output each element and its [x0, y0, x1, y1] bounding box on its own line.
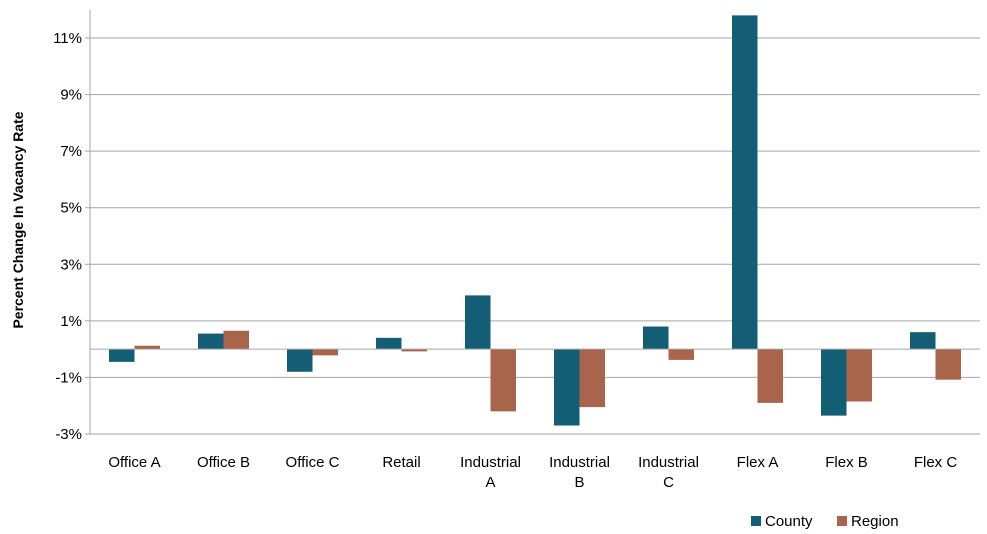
x-tick-label: Office C: [286, 454, 340, 471]
x-tick-label: C: [663, 474, 674, 491]
bar-region: [846, 349, 872, 402]
bar-county: [821, 349, 847, 416]
bar-county: [465, 295, 491, 350]
bar-county: [376, 337, 402, 350]
bar-county: [198, 333, 224, 350]
x-tick-label: Flex B: [825, 454, 868, 471]
bar-region: [223, 330, 249, 350]
legend-swatch-region: [837, 516, 847, 526]
y-tick-label: 5%: [60, 200, 82, 217]
bars: [109, 15, 961, 426]
x-axis-labels: Office A Office B Office C Retail Industrial…: [108, 454, 957, 491]
bar-region: [668, 349, 694, 360]
x-tick-label: Office A: [108, 454, 160, 471]
x-tick-label: Industrial: [460, 454, 521, 471]
bar-region: [401, 349, 427, 352]
bar-county: [910, 332, 936, 350]
y-axis-ticks: -3% -1% 1% 3% 5% 7% 9% 11%: [53, 30, 90, 443]
y-tick-label: 1%: [60, 313, 82, 330]
bar-county: [554, 349, 580, 426]
legend: County Region: [751, 513, 899, 530]
x-tick-label: Industrial: [549, 454, 610, 471]
bar-county: [643, 326, 669, 350]
bar-region: [134, 345, 160, 350]
legend-label-region: Region: [851, 513, 899, 530]
y-tick-label: -1%: [55, 369, 82, 386]
x-tick-label: Industrial: [638, 454, 699, 471]
y-tick-label: 9%: [60, 87, 82, 104]
bar-region: [490, 349, 516, 412]
bar-region: [935, 349, 961, 380]
x-tick-label: Office B: [197, 454, 250, 471]
y-tick-label: 7%: [60, 143, 82, 160]
legend-swatch-county: [751, 516, 761, 526]
y-tick-label: 11%: [53, 30, 82, 47]
gridlines: [90, 37, 980, 435]
bar-county: [109, 349, 135, 362]
x-tick-label: Retail: [382, 454, 420, 471]
bar-region: [757, 349, 783, 403]
x-tick-label: Flex C: [914, 454, 958, 471]
bar-county: [732, 15, 758, 350]
x-tick-label: B: [574, 474, 584, 491]
bar-region: [579, 349, 605, 408]
y-axis-title: Percent Change In Vacancy Rate: [10, 111, 26, 328]
bar-region: [312, 349, 338, 356]
bar-county: [287, 349, 313, 372]
x-tick-label: A: [485, 474, 495, 491]
legend-label-county: County: [765, 513, 813, 530]
y-tick-label: -3%: [55, 426, 82, 443]
y-tick-label: 3%: [60, 256, 82, 273]
x-tick-label: Flex A: [737, 454, 779, 471]
